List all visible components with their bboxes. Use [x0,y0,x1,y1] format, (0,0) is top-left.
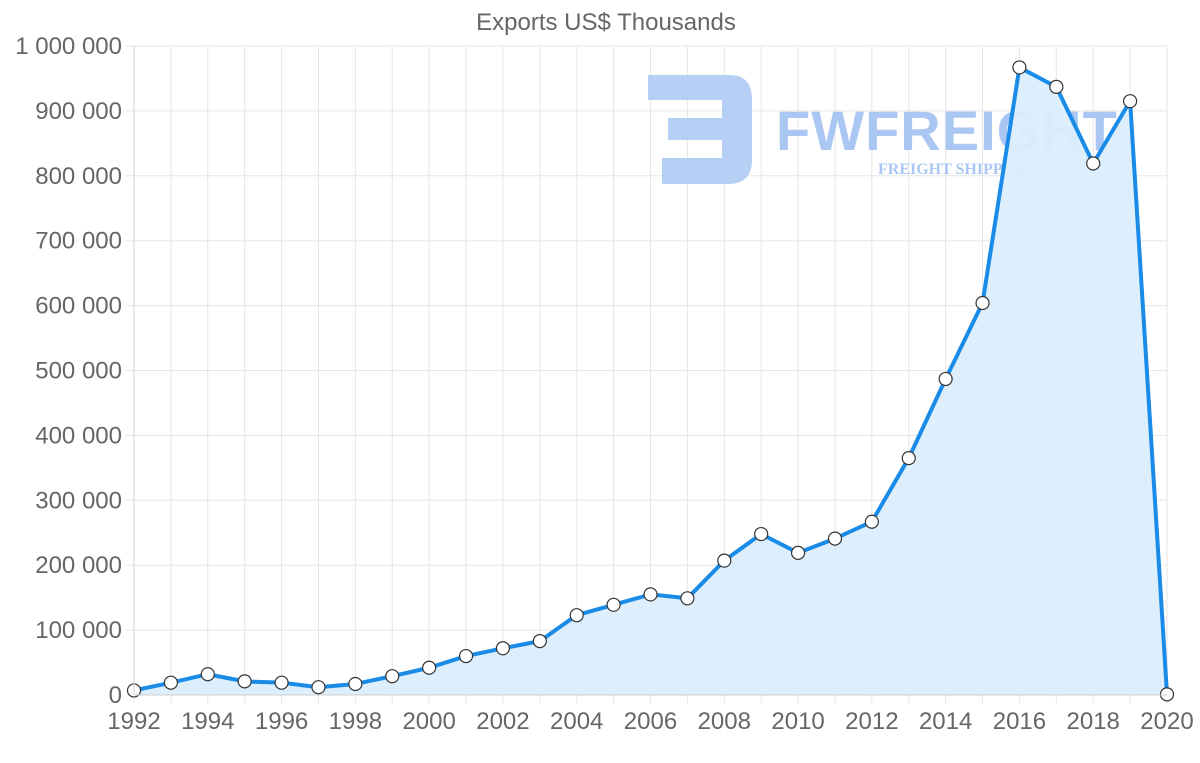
x-tick-label: 2016 [993,708,1046,735]
y-tick-label: 1 000 000 [15,33,122,60]
y-tick-label: 400 000 [35,422,122,449]
data-point-1994[interactable] [200,667,215,682]
x-tick-label: 2012 [845,708,898,735]
x-tick-label: 2008 [698,708,751,735]
data-point-2006[interactable] [643,587,658,602]
y-tick-label: 900 000 [35,98,122,125]
data-point-2004[interactable] [569,608,584,623]
data-point-2007[interactable] [680,591,695,606]
x-tick-label: 1992 [107,708,160,735]
data-point-2005[interactable] [606,597,621,612]
axes: 0 100 000 200 000 300 000 400 000 500 000 600 … [15,33,1193,735]
data-point-2014[interactable] [938,371,953,387]
data-point-2013[interactable] [901,451,916,466]
x-tick-label: 2000 [402,708,455,735]
x-tick-label: 1996 [255,708,308,735]
data-point-1995[interactable] [237,674,252,689]
data-point-2015[interactable] [975,295,990,311]
data-point-2009[interactable] [754,526,769,542]
x-tick-label: 2020 [1140,708,1193,735]
data-point-2010[interactable] [790,545,806,560]
x-tick-label: 2006 [624,708,677,735]
data-point-1999[interactable] [385,669,400,684]
y-tick-label: 800 000 [35,163,122,190]
data-point-2012[interactable] [864,514,879,529]
data-point-1998[interactable] [348,676,363,692]
x-tick-label: 2014 [919,708,972,735]
x-tick-label: 2018 [1067,708,1120,735]
data-point-1993[interactable] [163,675,178,690]
series [126,60,1175,702]
data-point-2000[interactable] [422,660,437,675]
data-point-2017[interactable] [1049,79,1064,94]
data-point-2018[interactable] [1086,156,1101,171]
y-tick-label: 300 000 [35,487,122,514]
y-tick-label: 700 000 [35,228,122,255]
x-tick-label: 2010 [771,708,824,735]
data-point-2020[interactable] [1159,687,1175,702]
data-point-2001[interactable] [458,648,474,664]
y-tick-label: 600 000 [35,293,122,320]
y-tick-label: 500 000 [35,358,122,385]
data-point-2019[interactable] [1123,94,1138,109]
data-point-2011[interactable] [827,531,843,546]
watermark-tagline: FREIGHT SHIPPING [878,161,1033,178]
x-tick-label: 1998 [329,708,382,735]
series-area [134,67,1167,696]
data-point-1997[interactable] [311,680,326,695]
data-point-2016[interactable] [1012,60,1027,75]
data-point-1996[interactable] [274,675,289,690]
x-tick-label: 2004 [550,708,603,735]
watermark-logo-icon [648,75,752,184]
data-point-2003[interactable] [532,634,547,649]
x-tick-label: 2002 [476,708,529,735]
data-point-2002[interactable] [495,641,511,656]
chart-title: Exports US$ Thousands [476,9,736,36]
data-point-2008[interactable] [717,553,732,568]
y-tick-label: 100 000 [35,617,122,644]
y-tick-label: 200 000 [35,552,122,579]
x-tick-label: 1994 [181,708,234,735]
y-tick-label: 0 [109,682,122,709]
